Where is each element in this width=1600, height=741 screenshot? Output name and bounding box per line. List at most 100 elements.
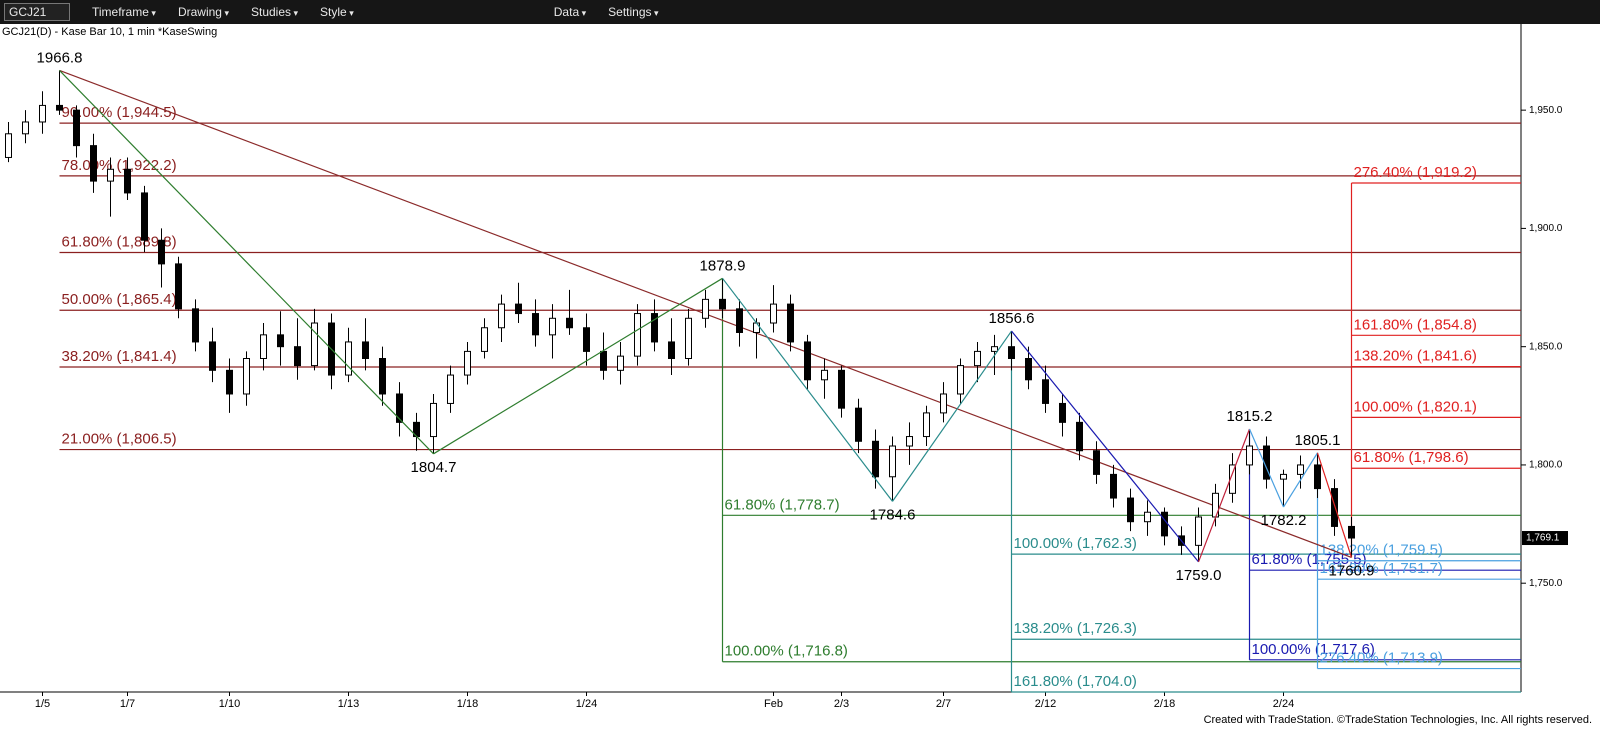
fib-label: 276.40% (1,919.2) <box>1354 164 1477 181</box>
y-tick-label: 1,850.0 <box>1529 341 1563 352</box>
candle-body <box>1025 358 1032 381</box>
candle-body <box>1042 379 1049 404</box>
candle-body <box>855 407 862 442</box>
swing-label: 1815.2 <box>1227 408 1273 425</box>
candle-body <box>1348 525 1355 539</box>
last-price-label: 1,769.1 <box>1526 533 1560 544</box>
swing-line <box>1197 428 1251 563</box>
candle-body <box>1144 511 1151 523</box>
y-tick-label: 1,800.0 <box>1529 460 1563 471</box>
fib-label: 61.80% (1,798.6) <box>1354 449 1469 466</box>
fib-label: 100.00% (1,820.1) <box>1354 398 1477 415</box>
swing-label: 1759.0 <box>1176 567 1222 584</box>
menu[interactable]: Timeframe <box>92 5 156 19</box>
fib-label: 38.20% (1,841.4) <box>62 348 177 365</box>
x-tick-label: 1/10 <box>219 698 240 710</box>
candle-body <box>1280 473 1287 480</box>
x-tick-label: Feb <box>764 698 783 710</box>
candle-body <box>1314 464 1321 490</box>
candle-body <box>600 350 607 371</box>
candle-body <box>5 133 12 158</box>
swing-label: 1966.8 <box>37 49 83 66</box>
candle-body <box>1093 450 1100 475</box>
fib-label: 61.80% (1,755.5) <box>1252 551 1367 568</box>
candle-body <box>1297 464 1304 475</box>
candle-body <box>141 192 148 241</box>
x-tick-label: 1/7 <box>120 698 135 710</box>
candle-body <box>940 393 947 414</box>
menu[interactable]: Data <box>554 5 586 19</box>
candle-body <box>702 298 709 319</box>
y-tick-label: 1,950.0 <box>1529 105 1563 116</box>
swing-label: 1878.9 <box>700 257 746 274</box>
candle-body <box>566 317 573 329</box>
candle-body <box>583 327 590 352</box>
swing-line <box>892 330 1012 502</box>
menu[interactable]: Style <box>320 5 354 19</box>
fib-label: 61.80% (1,778.7) <box>725 496 840 513</box>
menu[interactable]: Settings <box>608 5 658 19</box>
candle-body <box>1076 421 1083 452</box>
candle-body <box>651 313 658 343</box>
footer: Created with TradeStation. ©TradeStation… <box>1204 714 1592 726</box>
swing-label: 1760.9 <box>1329 562 1375 579</box>
candle-body <box>464 350 471 376</box>
swing-label: 1782.2 <box>1261 512 1307 529</box>
candle-body <box>685 317 692 359</box>
candle-body <box>532 313 539 336</box>
swing-line <box>1011 330 1199 563</box>
x-tick-label: 2/18 <box>1154 698 1175 710</box>
candle-body <box>515 303 522 315</box>
candle-body <box>107 168 114 182</box>
candle-body <box>617 355 624 371</box>
candle-body <box>481 327 488 352</box>
candle-body <box>1059 402 1066 423</box>
candle-body <box>736 308 743 333</box>
fib-label: 100.00% (1,716.8) <box>725 643 848 660</box>
menu[interactable]: Drawing <box>178 5 229 19</box>
candle-body <box>226 369 233 395</box>
swing-line <box>722 277 893 502</box>
candle-body <box>379 358 386 395</box>
candle-body <box>158 239 165 265</box>
swing-label: 1784.6 <box>870 506 916 523</box>
menu[interactable]: Studies <box>251 5 298 19</box>
candle-body <box>906 436 913 447</box>
swing-line <box>1282 452 1319 508</box>
candle-body <box>362 341 369 360</box>
candle-body <box>787 303 794 343</box>
candle-body <box>209 341 216 371</box>
swing-line <box>1316 452 1353 558</box>
candle-body <box>175 263 182 310</box>
x-tick-label: 2/12 <box>1035 698 1056 710</box>
candle-body <box>22 121 29 135</box>
candle-body <box>1110 473 1117 499</box>
candle-body <box>1008 346 1015 360</box>
candle-body <box>396 393 403 423</box>
candle-body <box>56 104 63 111</box>
candle-body <box>549 317 556 336</box>
chart-title: GCJ21(D) - Kase Bar 10, 1 min *KaseSwing <box>2 26 217 38</box>
y-tick-label: 1,900.0 <box>1529 223 1563 234</box>
candle-body <box>260 334 267 359</box>
candle-body <box>90 145 97 182</box>
candle-body <box>345 341 352 376</box>
candle-body <box>889 445 896 478</box>
fib-label: 276.40% (1,713.9) <box>1320 650 1443 667</box>
symbol-box[interactable]: GCJ21 <box>4 3 70 21</box>
fib-label: 138.20% (1,841.6) <box>1354 348 1477 365</box>
x-tick-label: 1/24 <box>576 698 597 710</box>
candle-body <box>770 303 777 324</box>
toolbar: GCJ21 Timeframe Drawing Studies Style Da… <box>0 0 1600 24</box>
candle-body <box>923 412 930 438</box>
fib-label: 21.00% (1,806.5) <box>62 431 177 448</box>
candle-body <box>1246 445 1253 466</box>
candle-body <box>498 303 505 329</box>
candle-body <box>838 369 845 409</box>
swing-line <box>1248 428 1285 508</box>
candle-body <box>430 402 437 438</box>
fib-label: 161.80% (1,704.0) <box>1014 673 1137 690</box>
candle-body <box>192 308 199 343</box>
candle-body <box>991 346 998 352</box>
